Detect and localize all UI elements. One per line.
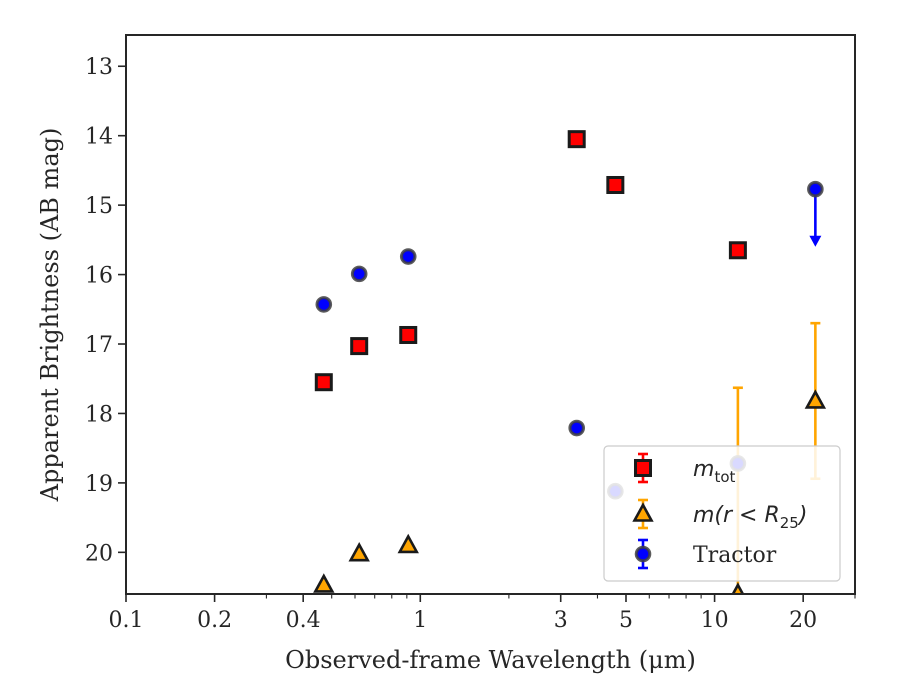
x-tick-label: 0.1 xyxy=(109,608,144,633)
legend-label: m(r < R25) xyxy=(693,503,807,532)
y-axis: 13 14 15 16 17 18 19 20 xyxy=(85,55,126,566)
legend-marker xyxy=(634,459,652,477)
x-tick-label: 0.4 xyxy=(286,608,321,633)
x-tick-label: 5 xyxy=(619,608,633,633)
x-tick-label: 3 xyxy=(554,608,568,633)
tractor-point xyxy=(568,419,586,437)
tractor-point xyxy=(315,296,333,313)
mr25-point xyxy=(397,533,419,554)
mr25-point xyxy=(731,582,745,594)
x-axis-label: Observed-frame Wavelength (μm) xyxy=(285,646,696,674)
y-tick-label: 18 xyxy=(85,402,113,427)
legend-label: mtot xyxy=(693,457,735,486)
mtot-point xyxy=(606,175,625,194)
x-tick-label: 0.2 xyxy=(197,608,232,633)
x-tick-label: 1 xyxy=(413,608,427,633)
x-axis: 0.1 0.2 0.4 1 3 5 10 20 xyxy=(109,594,856,633)
plot-frame xyxy=(125,34,856,595)
mtot-point xyxy=(399,325,418,344)
y-axis-label: Apparent Brightness (AB mag) xyxy=(36,128,64,503)
tractor-point xyxy=(399,248,417,265)
legend-item: mtot xyxy=(634,452,735,486)
y-tick-label: 15 xyxy=(85,194,113,219)
mtot-point xyxy=(567,130,586,149)
y-tick-label: 13 xyxy=(85,55,113,80)
mr25-point xyxy=(313,573,335,593)
mr25-point xyxy=(348,542,370,562)
y-tick-label: 19 xyxy=(85,472,113,497)
x-tick-label: 10 xyxy=(701,608,729,633)
x-tick-label: 20 xyxy=(789,608,817,633)
legend-marker xyxy=(634,545,652,563)
y-tick-label: 17 xyxy=(85,333,113,358)
legend-item: m(r < R25) xyxy=(632,498,807,532)
legend-label: Tractor xyxy=(693,543,777,568)
legend: mtot m(r < R25) Tractor xyxy=(603,445,841,582)
tractor-point xyxy=(807,180,824,198)
mtot-point xyxy=(314,373,333,392)
legend-box xyxy=(603,445,841,582)
legend-marker xyxy=(632,502,654,522)
mtot-point xyxy=(350,337,369,356)
y-tick-label: 14 xyxy=(85,125,113,150)
mr25-point xyxy=(804,389,827,409)
legend-item: Tractor xyxy=(634,538,777,570)
series-mtot xyxy=(314,130,747,392)
y-tick-label: 20 xyxy=(85,541,113,566)
tractor-limit-arrowhead xyxy=(809,235,822,247)
y-tick-label: 16 xyxy=(85,264,113,289)
tractor-point xyxy=(350,265,368,283)
mtot-point xyxy=(728,241,747,260)
